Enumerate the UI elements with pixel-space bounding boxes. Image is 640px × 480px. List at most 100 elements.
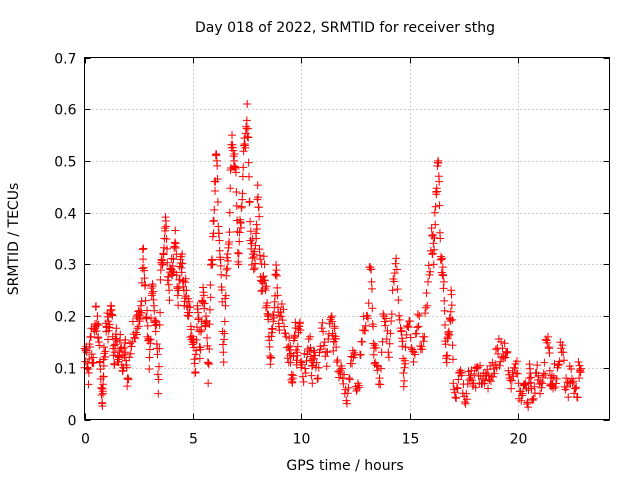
data-point <box>165 296 174 305</box>
data-point <box>148 289 157 298</box>
data-point <box>387 310 396 319</box>
data-point <box>301 364 310 373</box>
data-point <box>369 322 378 331</box>
data-point <box>431 220 440 229</box>
data-point <box>259 252 268 261</box>
data-point <box>230 156 239 165</box>
data-point <box>442 358 451 367</box>
data-point <box>281 329 290 338</box>
data-point <box>543 338 552 347</box>
data-point <box>244 158 253 167</box>
data-point <box>208 260 217 269</box>
data-point <box>451 393 460 402</box>
data-point <box>328 317 337 326</box>
data-point <box>101 347 110 356</box>
data-point <box>262 303 271 312</box>
data-point <box>392 265 401 274</box>
data-point <box>438 254 447 263</box>
data-point <box>192 346 201 355</box>
data-point <box>576 364 585 373</box>
data-point <box>162 234 171 243</box>
data-point <box>402 330 411 339</box>
data-point <box>371 343 380 352</box>
data-point <box>84 368 93 377</box>
data-point <box>447 290 456 299</box>
y-tick-label: 0.4 <box>54 207 76 223</box>
data-point <box>501 353 510 362</box>
data-point <box>517 396 526 405</box>
data-point <box>338 374 347 383</box>
data-point <box>559 356 568 365</box>
data-point <box>267 353 276 362</box>
data-point <box>200 299 209 308</box>
data-point <box>235 237 244 246</box>
data-point <box>204 379 213 388</box>
data-point <box>155 320 164 329</box>
data-point <box>427 224 436 233</box>
data-point <box>190 359 199 368</box>
data-point <box>228 131 237 140</box>
data-point <box>295 318 304 327</box>
data-point <box>306 332 315 341</box>
data-point <box>399 354 408 363</box>
data-point <box>319 341 328 350</box>
data-point <box>156 266 165 275</box>
data-point <box>219 348 228 357</box>
data-point <box>172 271 181 280</box>
data-point <box>309 346 318 355</box>
data-point <box>331 334 340 343</box>
data-point <box>173 291 182 300</box>
data-point <box>384 353 393 362</box>
data-point <box>438 263 447 272</box>
data-point <box>246 227 255 236</box>
data-point <box>162 222 171 231</box>
data-point <box>245 197 254 206</box>
data-point <box>463 395 472 404</box>
data-point <box>155 344 164 353</box>
data-point <box>214 222 223 231</box>
data-point <box>400 363 409 372</box>
x-tick-label: 5 <box>189 432 198 448</box>
data-point <box>381 321 390 330</box>
data-point <box>330 324 339 333</box>
data-point <box>540 358 549 367</box>
data-point <box>238 189 247 198</box>
data-point <box>223 250 232 259</box>
data-point <box>161 226 170 235</box>
data-point <box>277 299 286 308</box>
data-point <box>109 341 118 350</box>
data-point <box>574 357 583 366</box>
data-point <box>452 394 461 403</box>
data-point <box>518 389 527 398</box>
data-point <box>213 174 222 183</box>
data-point <box>461 399 470 408</box>
data-point <box>243 132 252 141</box>
data-point <box>564 393 573 402</box>
data-point <box>317 324 326 333</box>
data-point <box>307 361 316 370</box>
data-point <box>203 333 212 342</box>
data-point <box>413 323 422 332</box>
data-point <box>536 389 545 398</box>
data-point <box>551 383 560 392</box>
data-point <box>361 321 370 330</box>
data-point <box>239 163 248 172</box>
data-point <box>497 337 506 346</box>
data-point <box>489 372 498 381</box>
data-point <box>225 228 234 237</box>
data-point <box>218 327 227 336</box>
data-point <box>213 197 222 206</box>
data-point <box>448 315 457 324</box>
data-point <box>376 364 385 373</box>
data-point <box>195 354 204 363</box>
data-point <box>503 347 512 356</box>
data-point <box>232 187 241 196</box>
data-point <box>429 260 438 269</box>
data-point <box>138 264 147 273</box>
data-point <box>265 352 274 361</box>
data-point <box>138 245 147 254</box>
data-point <box>414 322 423 331</box>
data-point <box>354 381 363 390</box>
data-point <box>151 327 160 336</box>
data-point <box>569 377 578 386</box>
